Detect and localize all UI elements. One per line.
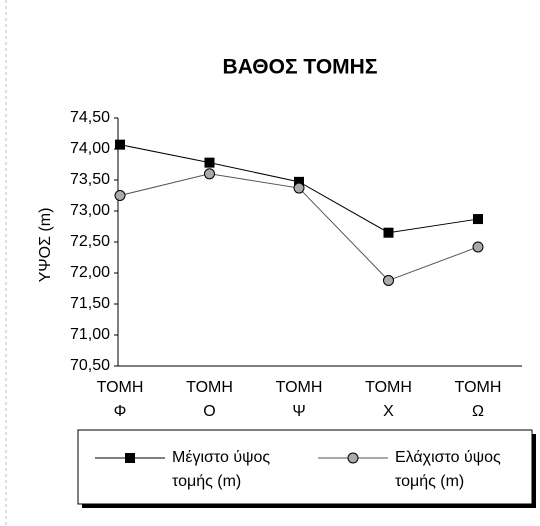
x-tick-label: ΤΟΜΗ Χ — [365, 379, 412, 420]
marker — [204, 157, 215, 168]
marker — [383, 227, 394, 238]
x-tick-label: ΤΟΜΗ Ο — [186, 379, 233, 420]
x-tick-label: ΤΟΜΗ Φ — [96, 379, 144, 420]
y-tick-label: 71,00 — [70, 326, 110, 343]
y-tick-label: 74,50 — [70, 109, 110, 126]
marker — [125, 453, 135, 463]
y-tick-label: 71,50 — [70, 295, 110, 312]
y-tick-label: 73,50 — [70, 171, 110, 188]
y-tick-label: 72,50 — [70, 233, 110, 250]
marker — [473, 214, 483, 225]
marker — [472, 241, 484, 253]
marker — [204, 168, 215, 180]
marker — [293, 182, 305, 194]
y-tick-label: 73,00 — [70, 202, 110, 219]
chart-title: ΒΑΘΟΣ ΤΟΜΗΣ — [223, 56, 378, 79]
marker — [114, 190, 126, 201]
marker — [383, 274, 394, 286]
marker — [115, 139, 125, 150]
legend-label: Μέγιστο ύψος τομής (m) — [172, 449, 271, 490]
marker — [294, 176, 304, 187]
y-tick-label: 72,00 — [70, 264, 110, 281]
marker — [347, 452, 359, 464]
x-tick-label: ΤΟΜΗ Ψ — [275, 379, 323, 420]
legend-label: Ελάχιστο ύψος τομής (m) — [395, 449, 501, 490]
legend-box — [77, 429, 533, 505]
y-tick-label: 74,00 — [70, 140, 110, 157]
x-tick-label: ΤΟΜΗ Ω — [454, 379, 502, 420]
y-tick-label: 70,50 — [70, 357, 110, 374]
y-axis-label: ΥΨΟΣ (m) — [37, 208, 54, 283]
